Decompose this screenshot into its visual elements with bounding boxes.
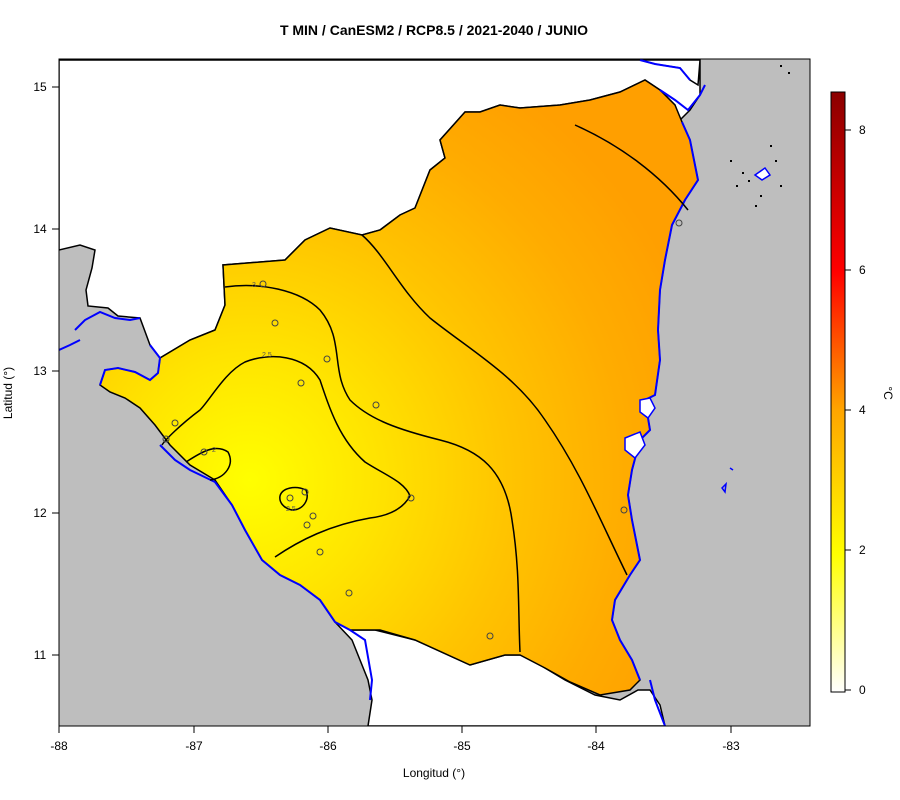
contour-3-line xyxy=(224,284,521,653)
contour-3.5-line xyxy=(361,234,628,576)
x-tick-label: -88 xyxy=(50,739,68,753)
contour-label: 2 xyxy=(212,447,216,454)
colorbar-tick-label: 2 xyxy=(859,543,866,557)
y-tick-label: 13 xyxy=(33,364,47,378)
contour-2.5-line xyxy=(161,356,411,558)
x-tick-label: -84 xyxy=(587,739,605,753)
colorbar-tick-label: 4 xyxy=(859,403,866,417)
x-tick-label: -83 xyxy=(722,739,740,753)
y-tick-label: 12 xyxy=(33,506,47,520)
x-tick-label: -86 xyxy=(319,739,337,753)
contour-2.5-small-ring xyxy=(279,486,308,511)
x-tick-label: -85 xyxy=(453,739,471,753)
y-tick-label: 15 xyxy=(33,80,47,94)
x-axis-label: Longitud (°) xyxy=(403,766,465,780)
contour-label: 2.5 xyxy=(262,352,272,359)
station-markers xyxy=(162,219,683,640)
colorbar-unit-label: °C xyxy=(881,386,895,400)
island-specks xyxy=(730,65,790,207)
colorbar-gradient xyxy=(830,91,846,693)
colorbar-tick-label: 6 xyxy=(859,263,866,277)
map-title: T MIN / CanESM2 / RCP8.5 / 2021-2040 / J… xyxy=(280,22,588,38)
contour-label: 2.5 xyxy=(286,506,296,513)
colorbar: 0 2 4 6 8 °C xyxy=(830,91,895,697)
contour-2-line xyxy=(185,447,231,481)
y-axis: 15 14 13 12 11 Latitud (°) xyxy=(1,80,60,662)
y-axis-label: Latitud (°) xyxy=(1,367,15,419)
x-tick-label: -87 xyxy=(185,739,203,753)
coastline xyxy=(59,59,706,726)
colorbar-tick-label: 8 xyxy=(859,123,866,137)
contour-lines xyxy=(161,124,689,653)
small-islands xyxy=(624,166,772,494)
y-tick-label: 11 xyxy=(34,648,47,662)
colorbar-tick-label: 0 xyxy=(859,683,866,697)
contour-4-line xyxy=(574,124,689,211)
x-axis: -88 -87 -86 -85 -84 -83 Longitud (°) xyxy=(50,725,740,780)
y-tick-label: 14 xyxy=(33,222,47,236)
contour-label-group: 3 2.5 2 2.5 xyxy=(212,282,296,513)
contour-label: 3 xyxy=(252,282,256,289)
map-panel: 3 2.5 2 2.5 xyxy=(59,59,810,726)
